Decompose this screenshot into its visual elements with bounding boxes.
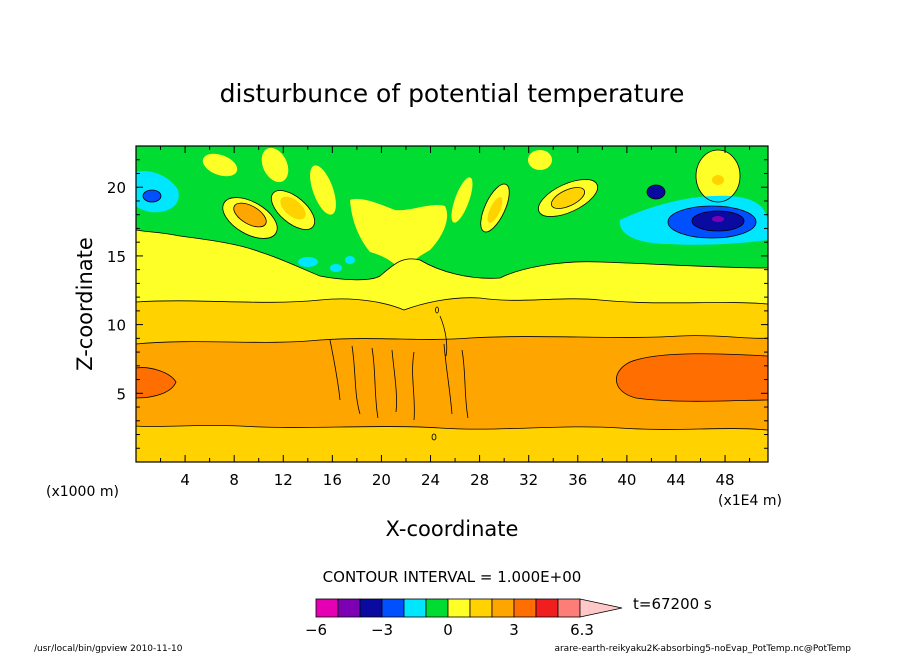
lobe-negative <box>143 190 161 202</box>
x-tick-label: 20 <box>372 471 391 489</box>
x-tick-label: 12 <box>274 471 293 489</box>
lobe-positive <box>528 150 552 170</box>
colorbar: −6 −3 0 3 6.3 <box>305 598 623 639</box>
contour-line <box>233 202 267 228</box>
x-tick-label: 36 <box>568 471 587 489</box>
field-band-3-4-left <box>136 367 176 398</box>
x-tick-label: 24 <box>421 471 440 489</box>
x-tick-label: 8 <box>229 471 239 489</box>
field-plume-center <box>350 198 448 276</box>
plot-frame <box>135 145 769 463</box>
lobe-positive <box>551 187 585 209</box>
negative-lobes <box>136 170 768 272</box>
contour-line <box>615 353 768 402</box>
y-tick-label: 15 <box>107 248 126 266</box>
lobe-positive <box>310 165 336 215</box>
contour-interval: CONTOUR INTERVAL = 1.000E+00 <box>323 568 582 586</box>
footer-right: arare-earth-reikyaku2K-absorbing5-noEvap… <box>554 644 851 654</box>
lobe-positive <box>451 177 473 223</box>
x-tick-label: 44 <box>666 471 685 489</box>
colorbar-bin <box>513 598 537 618</box>
field-band-2-3 <box>136 335 768 430</box>
contour-line <box>667 205 757 239</box>
contour-line <box>136 335 768 345</box>
footer-left: /usr/local/bin/gpview 2010-11-10 <box>34 644 183 654</box>
colorbar-label: −6 <box>305 621 327 639</box>
plot-area <box>136 146 768 462</box>
contour-line <box>222 197 278 239</box>
y-axis-label: Z-coordinate <box>73 237 97 371</box>
colorbar-bin <box>315 598 339 618</box>
lobe-positive <box>261 147 289 183</box>
colorbar-bin <box>491 598 515 618</box>
lobe-positive <box>202 153 238 177</box>
heatmap-fill <box>136 146 768 462</box>
contour-line <box>695 149 741 203</box>
field-band-3-4-right <box>616 353 768 402</box>
colorbar-bin <box>535 598 559 618</box>
x-unit-left: (x1000 m) <box>46 484 119 500</box>
y-tick-label: 10 <box>107 317 126 335</box>
chart-title: disturbunce of potential temperature <box>220 79 685 108</box>
x-tick-label: 4 <box>180 471 190 489</box>
x-axis: 4 8 12 16 20 24 28 32 36 40 44 48 <box>160 146 751 489</box>
x-axis-label: X-coordinate <box>386 517 519 541</box>
contour-line <box>136 367 177 399</box>
contour-line <box>439 315 448 357</box>
lobe-positive <box>280 196 306 220</box>
contour-line <box>142 189 162 203</box>
lobe-negative <box>330 264 342 272</box>
colorbar-bin <box>403 598 427 618</box>
lobe-negative <box>298 257 318 267</box>
colorbar-label: 6.3 <box>570 621 594 639</box>
contour-line <box>136 425 768 431</box>
contour-line <box>329 339 469 421</box>
colorbar-label: 0 <box>443 621 453 639</box>
x-tick-label: 48 <box>716 471 735 489</box>
contour-line <box>271 190 315 230</box>
contour-line <box>550 187 586 209</box>
colorbar-bin <box>425 598 449 618</box>
contour-line <box>538 179 598 217</box>
lobe-negative <box>647 185 665 199</box>
lobe-positive <box>233 203 267 227</box>
contour-line <box>431 433 437 441</box>
colorbar-bin <box>557 598 581 618</box>
x-tick-label: 32 <box>519 471 538 489</box>
time-label: t=67200 s <box>633 595 712 613</box>
colorbar-bin <box>359 598 383 618</box>
x-tick-label: 16 <box>323 471 342 489</box>
colorbar-bin <box>381 598 405 618</box>
contour-line <box>136 297 768 311</box>
contour-line <box>646 184 666 200</box>
y-axis: 5 10 15 20 <box>107 159 768 449</box>
x-tick-label: 28 <box>470 471 489 489</box>
contour-line <box>435 306 439 314</box>
colorbar-bin <box>579 598 623 618</box>
contour-line <box>480 183 510 233</box>
lobe-positive <box>712 175 724 185</box>
colorbar-bin <box>469 598 493 618</box>
contour-lines <box>136 149 768 441</box>
y-tick-label: 20 <box>107 179 126 197</box>
colorbar-label: 3 <box>509 621 519 639</box>
lobe-negative <box>712 216 724 222</box>
lobe-negative <box>345 256 355 264</box>
x-tick-label: 40 <box>617 471 636 489</box>
colorbar-label: −3 <box>371 621 393 639</box>
colorbar-bin <box>337 598 361 618</box>
x-unit-right: (x1E4 m) <box>718 493 782 509</box>
colorbar-bin <box>447 598 471 618</box>
contour-line <box>136 229 768 281</box>
contour-line <box>691 210 745 232</box>
lobe-positive <box>487 197 503 223</box>
y-tick-label: 5 <box>116 385 126 403</box>
